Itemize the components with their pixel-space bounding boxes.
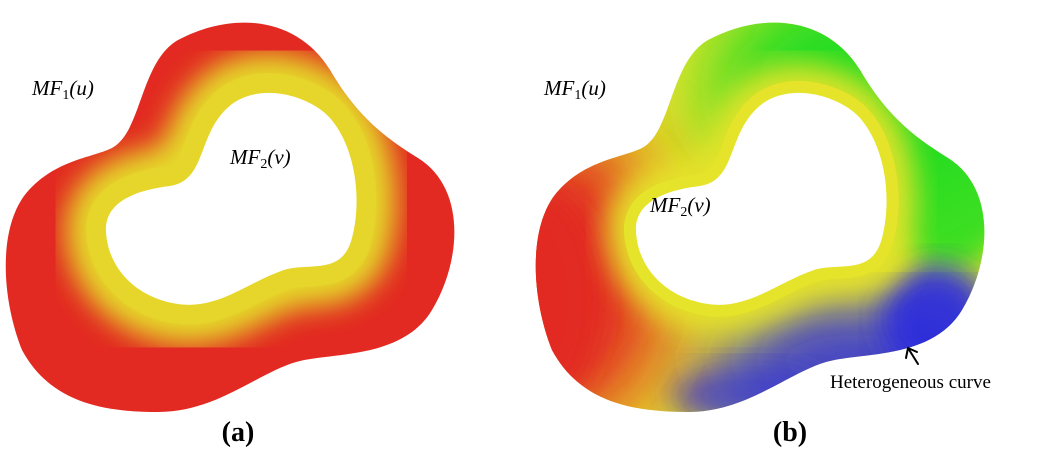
heterogeneous-curve-arrow bbox=[905, 346, 919, 365]
panel-a-outer-label: MF1(u) bbox=[31, 76, 94, 103]
panel-a-caption: (a) bbox=[222, 417, 255, 448]
panel-b: MF1(u) MF2(v) Heterogeneous curve (b) bbox=[535, 22, 991, 448]
panel-b-inner-label: MF2(v) bbox=[649, 193, 711, 220]
heterogeneous-curve-label: Heterogeneous curve bbox=[830, 372, 991, 393]
panel-a: MF1(u) MF2(v) (a) bbox=[5, 22, 455, 448]
panel-b-ring bbox=[535, 22, 985, 413]
panel-a-inner-label: MF2(v) bbox=[229, 145, 291, 172]
panel-b-caption: (b) bbox=[773, 417, 807, 448]
panel-b-outer-label: MF1(u) bbox=[543, 76, 606, 103]
